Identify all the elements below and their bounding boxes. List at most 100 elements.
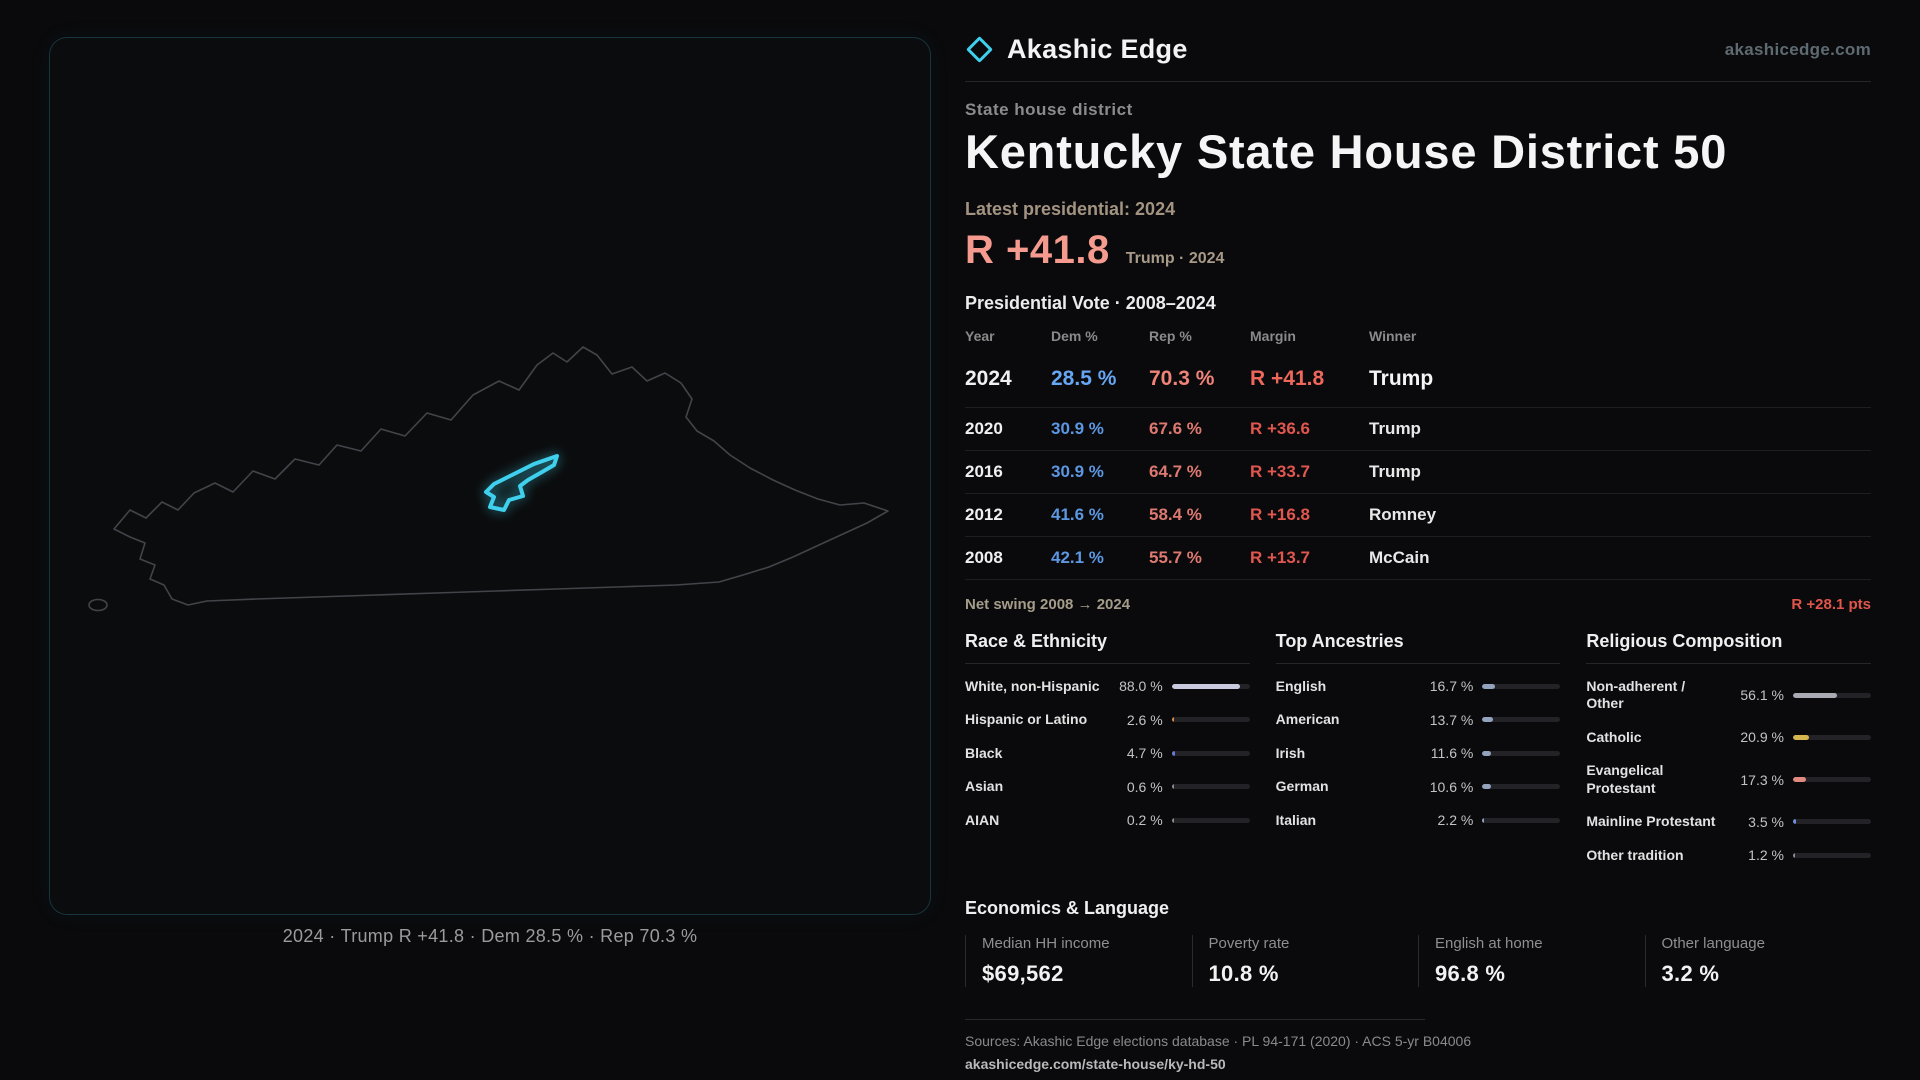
demo-row: Hispanic or Latino 2.6 % xyxy=(965,703,1250,737)
demo-label: Black xyxy=(965,744,1003,761)
section-top-ancestries: Top Ancestries English 16.7 % American 13.7 … xyxy=(1275,631,1561,873)
demo-row: Other tradition 1.2 % xyxy=(1586,839,1871,873)
vote-table-title: Presidential Vote · 2008–2024 xyxy=(965,292,1216,313)
percent-bar-fill xyxy=(1482,750,1492,756)
percent-bar-fill xyxy=(1792,692,1837,698)
map-caption: 2024 · Trump R +41.8 · Dem 28.5 % · Rep … xyxy=(282,926,698,946)
demo-label: Italian xyxy=(1275,811,1317,828)
vote-margin-cell: R +13.7 xyxy=(1250,547,1311,567)
vote-row-2020: 2020 30.9 % 67.6 % R +36.6 Trump xyxy=(965,408,1871,451)
vote-table-rows: 2024 28.5 % 70.3 % R +41.8 Trump 2020 30.9 % 67… xyxy=(965,353,1871,580)
headline-margin-row: R +41.8 Trump · 2024 xyxy=(965,228,1871,273)
percent-bar xyxy=(1792,734,1871,740)
demo-row: Irish 11.6 % xyxy=(1276,737,1561,771)
demo-label: Hispanic or Latino xyxy=(965,711,1088,728)
percent-bar xyxy=(1792,819,1871,825)
percent-bar-fill xyxy=(1171,817,1174,823)
percent-bar xyxy=(1171,817,1250,823)
percent-bar xyxy=(1171,784,1250,790)
demo-row: Catholic 20.9 % xyxy=(1586,721,1871,755)
brand-diamond-icon xyxy=(966,36,993,63)
district-type-label: State house district xyxy=(965,100,1133,119)
percent-bar-fill xyxy=(1792,852,1795,858)
vote-row-2016: 2016 30.9 % 64.7 % R +33.7 Trump xyxy=(965,451,1871,494)
demo-value: 10.6 % xyxy=(1429,778,1474,795)
kentucky-state-outline xyxy=(113,346,889,606)
percent-bar xyxy=(1482,817,1561,823)
col-rep: Rep % xyxy=(1149,327,1192,344)
net-swing-label: Net swing 2008 → 2024 xyxy=(965,595,1131,613)
demo-row: English 16.7 % xyxy=(1276,670,1561,704)
footer-divider xyxy=(965,1019,1425,1021)
stat-label: Poverty rate xyxy=(1208,935,1290,953)
net-swing-value: R +28.1 pts xyxy=(1791,595,1871,613)
section-title: Top Ancestries xyxy=(1275,631,1561,664)
demo-value: 2.2 % xyxy=(1437,812,1474,829)
page-title: Kentucky State House District 50 xyxy=(965,125,1728,178)
vote-row-2008: 2008 42.1 % 55.7 % R +13.7 McCain xyxy=(965,537,1871,580)
percent-bar-fill xyxy=(1482,683,1496,689)
vote-margin-cell: R +41.8 xyxy=(1250,366,1325,390)
headline-margin-context: Trump · 2024 xyxy=(1125,249,1225,267)
kentucky-bend-exclave xyxy=(88,598,108,612)
vote-year-cell: 2016 xyxy=(965,461,1003,481)
stat-value: 3.2 % xyxy=(1661,961,1720,987)
vote-year-cell: 2012 xyxy=(965,504,1003,524)
demo-label: Non-adherent / Other xyxy=(1586,677,1686,712)
percent-bar-fill xyxy=(1171,784,1174,790)
demo-label: White, non-Hispanic xyxy=(965,677,1100,694)
demo-label: Irish xyxy=(1275,744,1306,761)
demo-row: AIAN 0.2 % xyxy=(965,804,1250,838)
vote-dem-cell: 30.9 % xyxy=(1051,461,1104,481)
demo-row: German 10.6 % xyxy=(1276,770,1561,804)
stat-other-language: Other language 3.2 % xyxy=(1644,935,1872,988)
demo-value: 17.3 % xyxy=(1740,771,1784,788)
percent-bar xyxy=(1171,750,1250,756)
stat-label: Other language xyxy=(1661,935,1765,953)
demo-label: Evangelical Protestant xyxy=(1586,762,1664,796)
demo-label: Mainline Protestant xyxy=(1586,813,1716,830)
stat-value: $69,562 xyxy=(982,961,1064,987)
district-50-outline[interactable] xyxy=(484,454,559,512)
vote-winner-cell: Romney xyxy=(1369,504,1437,524)
footer-sources: Sources: Akashic Edge elections database… xyxy=(965,1033,1472,1050)
percent-bar-fill xyxy=(1171,683,1241,689)
demo-value: 88.0 % xyxy=(1119,678,1163,695)
footer-permalink[interactable]: akashicedge.com/state-house/ky-hd-50 xyxy=(965,1056,1226,1073)
demo-value: 2.6 % xyxy=(1126,711,1163,728)
brand-domain-link[interactable]: akashicedge.com xyxy=(1724,39,1871,59)
percent-bar xyxy=(1482,717,1561,723)
district-map-panel xyxy=(49,37,931,915)
percent-bar-fill xyxy=(1171,750,1176,756)
economics-stats: Median HH income $69,562 Poverty rate 10… xyxy=(965,935,1872,988)
col-winner: Winner xyxy=(1369,327,1417,344)
vote-winner-cell: McCain xyxy=(1369,547,1430,567)
demo-row: Evangelical Protestant 17.3 % xyxy=(1586,754,1871,805)
vote-rep-cell: 70.3 % xyxy=(1149,366,1215,390)
demo-label: English xyxy=(1275,677,1327,694)
percent-bar xyxy=(1482,784,1561,790)
stat-value: 96.8 % xyxy=(1435,961,1506,987)
demo-value: 4.7 % xyxy=(1126,745,1163,762)
section-title: Race & Ethnicity xyxy=(965,631,1250,664)
vote-margin-cell: R +16.8 xyxy=(1250,504,1311,524)
percent-bar xyxy=(1482,750,1561,756)
demo-row: Black 4.7 % xyxy=(965,737,1250,771)
col-dem: Dem % xyxy=(1051,327,1098,344)
vote-year-cell: 2024 xyxy=(965,366,1012,390)
vote-year-cell: 2008 xyxy=(965,547,1003,567)
demo-value: 11.6 % xyxy=(1430,745,1474,762)
brand-header: Akashic Edge akashicedge.com xyxy=(965,34,1871,82)
report-content: Akashic Edge akashicedge.com State house… xyxy=(965,34,1871,1074)
economics-title: Economics & Language xyxy=(965,898,1170,919)
percent-bar xyxy=(1171,717,1250,723)
stat-median-income: Median HH income $69,562 xyxy=(965,935,1192,988)
brand-name: Akashic Edge xyxy=(1007,34,1188,64)
footer: Sources: Akashic Edge elections database… xyxy=(965,1033,1871,1074)
stat-label: Median HH income xyxy=(982,935,1110,953)
percent-bar-fill xyxy=(1482,817,1485,823)
vote-winner-cell: Trump xyxy=(1369,418,1421,438)
demo-row: Non-adherent / Other 56.1 % xyxy=(1586,670,1871,721)
section-race-ethnicity: Race & Ethnicity White, non-Hispanic 88.0 … xyxy=(965,631,1250,873)
